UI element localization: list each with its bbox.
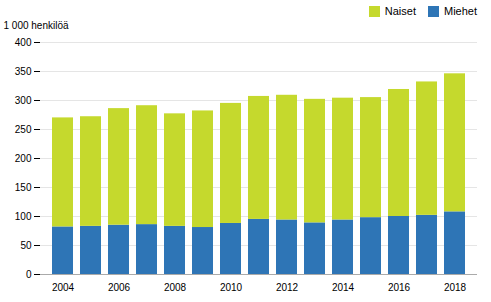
svg-text:100: 100 xyxy=(15,211,32,222)
html-text:Miehet: Miehet xyxy=(444,5,477,17)
svg-text:2004: 2004 xyxy=(52,282,75,293)
svg-text:300: 300 xyxy=(15,95,32,106)
svg-text:2012: 2012 xyxy=(276,282,299,293)
svg-text:2008: 2008 xyxy=(164,282,187,293)
svg-text:2010: 2010 xyxy=(220,282,243,293)
svg-text:2016: 2016 xyxy=(388,282,411,293)
svg-text:1 000 henkilöä: 1 000 henkilöä xyxy=(4,20,69,31)
svg-text:250: 250 xyxy=(15,124,32,135)
svg-text:400: 400 xyxy=(15,37,32,48)
svg-text:2006: 2006 xyxy=(108,282,131,293)
svg-text:350: 350 xyxy=(15,66,32,77)
svg-text:2018: 2018 xyxy=(444,282,467,293)
svg-text:50: 50 xyxy=(20,240,32,251)
svg-text:2014: 2014 xyxy=(332,282,355,293)
html-text:Naiset: Naiset xyxy=(384,5,416,17)
svg-text:0: 0 xyxy=(26,269,32,280)
svg-text:200: 200 xyxy=(15,153,32,164)
svg-text:150: 150 xyxy=(15,182,32,193)
